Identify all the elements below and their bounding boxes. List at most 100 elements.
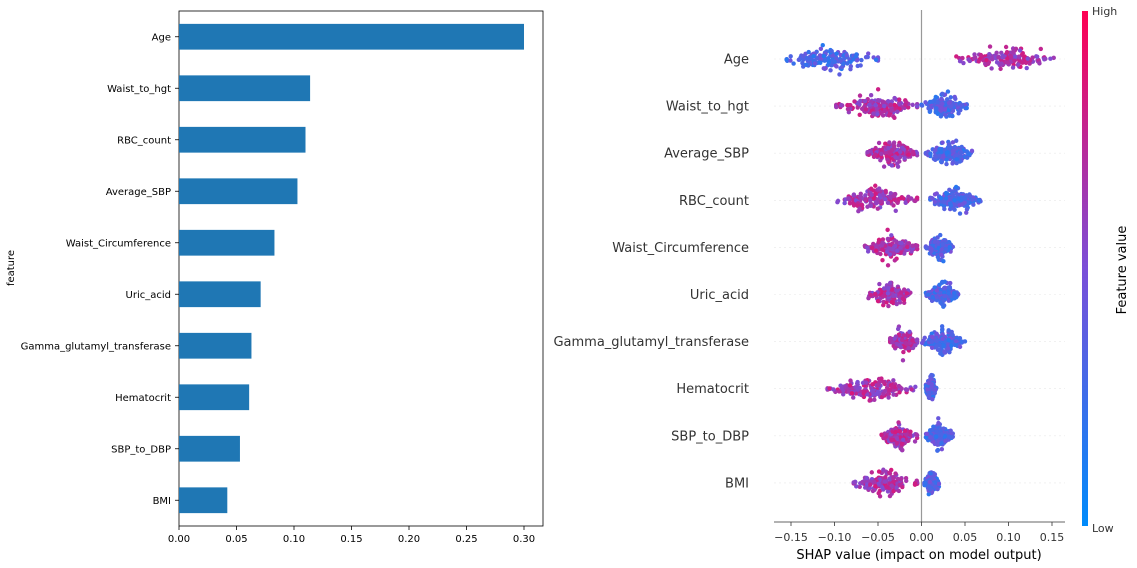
shap-point xyxy=(959,339,964,345)
shap-point xyxy=(936,347,941,353)
shap-point xyxy=(899,145,905,150)
shap-point xyxy=(929,345,935,350)
shap-point xyxy=(891,193,896,199)
shap-point xyxy=(901,349,906,355)
shap-point xyxy=(938,232,943,238)
shap-point xyxy=(858,63,863,68)
shap-point xyxy=(875,389,881,395)
shap-point xyxy=(934,429,939,434)
shap-point xyxy=(872,291,878,297)
shap-point xyxy=(948,428,953,433)
shap-point xyxy=(871,196,877,201)
shap-point xyxy=(937,290,943,295)
shap-point xyxy=(1048,56,1053,61)
feature-importance-bar-chart: Age Waist_to_hgt RBC_count Average_SBP Waist… xyxy=(6,10,544,545)
shap-feature-label: Age xyxy=(724,53,749,68)
shap-point xyxy=(962,196,967,201)
shap-point xyxy=(936,481,942,487)
shap-point xyxy=(889,287,895,292)
shap-point xyxy=(885,291,891,296)
shap-point xyxy=(894,435,900,441)
shap-point xyxy=(907,329,912,335)
shap-point xyxy=(838,58,844,64)
shap-point xyxy=(839,102,844,108)
shap-point xyxy=(885,98,891,104)
shap-xtick-label: 0.05 xyxy=(953,531,978,544)
shap-point xyxy=(906,152,911,157)
shap-point xyxy=(889,233,894,238)
shap-feature-label: RBC_count xyxy=(679,194,749,209)
shap-point xyxy=(881,293,886,299)
shap-point xyxy=(829,48,834,54)
shap-point xyxy=(942,107,947,112)
shap-point xyxy=(857,484,862,490)
shap-point xyxy=(934,331,939,337)
shap-point xyxy=(801,53,806,59)
shap-point xyxy=(892,345,898,350)
shap-point xyxy=(914,195,920,200)
shap-point xyxy=(999,61,1004,66)
shap-point xyxy=(939,447,945,452)
bar-Waist_to_hgt xyxy=(179,75,311,102)
shap-point xyxy=(837,389,842,394)
shap-point xyxy=(868,292,873,298)
shap-point xyxy=(939,159,944,164)
colorbar-low-label: Low xyxy=(1092,522,1114,535)
shap-point xyxy=(880,258,885,263)
bar-xtick-label: 0.10 xyxy=(283,534,305,545)
shap-point xyxy=(871,188,877,193)
shap-point xyxy=(887,150,893,155)
bar-Hematocrit xyxy=(179,384,250,411)
shap-point xyxy=(932,199,938,204)
shap-point xyxy=(846,389,851,394)
shap-point xyxy=(904,100,909,105)
shap-point xyxy=(837,72,842,77)
shap-point xyxy=(898,195,904,201)
shap-point xyxy=(811,53,816,59)
shap-point xyxy=(939,324,945,329)
shap-point xyxy=(892,258,898,263)
shap-point xyxy=(1008,54,1014,60)
shap-point xyxy=(873,484,878,489)
shap-point xyxy=(1020,50,1025,56)
shap-point xyxy=(953,184,959,190)
shap-point xyxy=(894,440,900,446)
shap-point xyxy=(947,244,952,250)
bar-category-label: Hematocrit xyxy=(115,393,171,404)
shap-point xyxy=(848,59,853,64)
bar-xtick-label: 0.00 xyxy=(168,534,190,545)
shap-point xyxy=(926,386,931,392)
bar-category-label: SBP_to_DBP xyxy=(111,444,171,455)
shap-point xyxy=(876,140,882,146)
shap-point xyxy=(910,243,915,249)
shap-point xyxy=(950,108,956,114)
shap-point xyxy=(881,379,886,385)
shap-point xyxy=(886,286,891,291)
shap-point xyxy=(821,53,827,59)
shap-point xyxy=(821,66,826,71)
shap-point xyxy=(866,51,871,56)
shap-point xyxy=(899,337,905,343)
shap-point xyxy=(857,194,863,199)
shap-point xyxy=(875,112,880,117)
shap-point xyxy=(935,254,941,260)
shap-point xyxy=(994,50,999,55)
shap-point xyxy=(940,101,945,107)
shap-point xyxy=(948,203,954,208)
shap-point xyxy=(873,57,879,62)
shap-point xyxy=(879,376,884,381)
bar-category-label: Gamma_glutamyl_transferase xyxy=(21,341,171,352)
shap-point xyxy=(870,389,876,395)
shap-point xyxy=(882,108,887,113)
shap-point xyxy=(932,192,938,197)
bar-category-label: Waist_to_hgt xyxy=(107,84,171,95)
shap-point xyxy=(865,204,870,209)
shap-point xyxy=(934,106,939,111)
shap-point xyxy=(971,202,976,207)
shap-point xyxy=(857,102,862,107)
shap-point xyxy=(930,196,935,201)
shap-point xyxy=(851,395,856,400)
shap-point xyxy=(942,200,947,205)
shap-point xyxy=(985,61,991,67)
shap-point xyxy=(880,237,886,242)
